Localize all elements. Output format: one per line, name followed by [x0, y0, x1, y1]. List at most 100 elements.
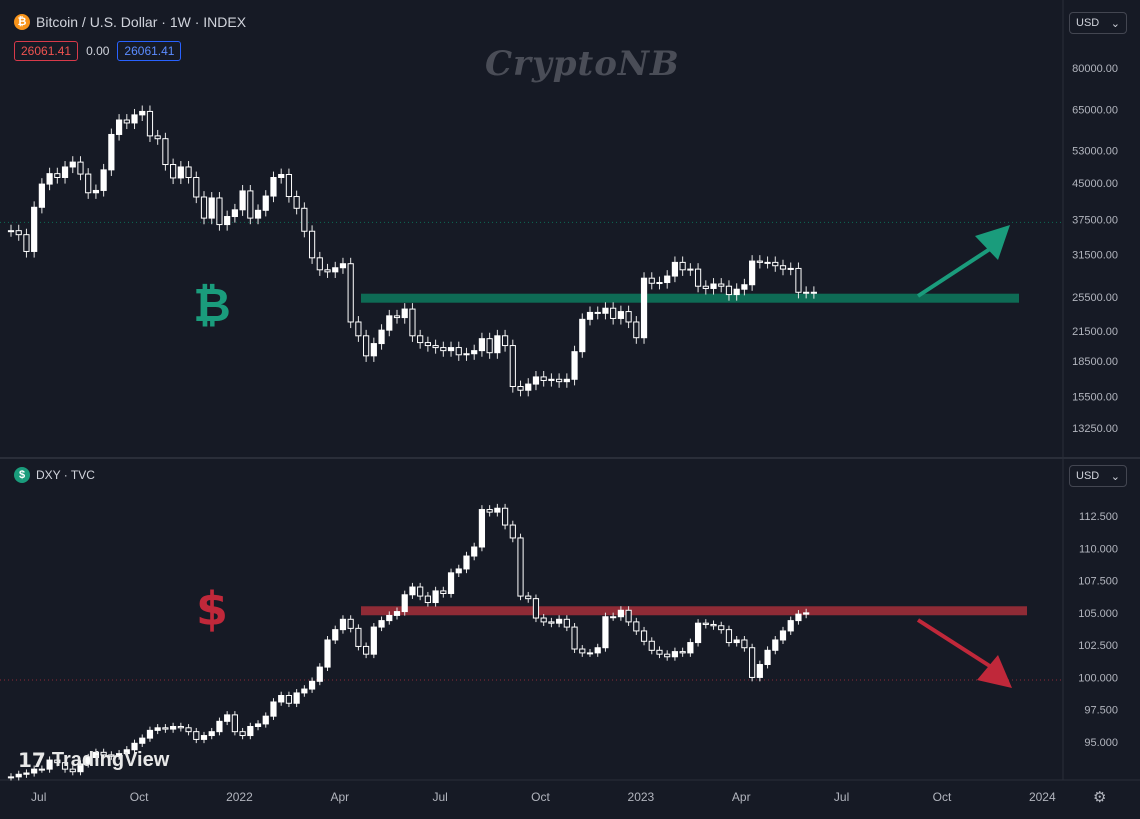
candle	[532, 594, 540, 623]
candle	[239, 727, 246, 740]
candle	[795, 262, 802, 299]
candle	[285, 691, 293, 708]
arrow-down-head	[977, 655, 1012, 688]
y-tick-label: 100.000	[1078, 672, 1118, 684]
tradingview-text: TradingView	[51, 749, 170, 771]
candle	[424, 336, 431, 352]
candle	[363, 329, 370, 362]
candle	[509, 520, 516, 543]
candle	[447, 568, 455, 598]
btc-value-change: 0.00	[86, 44, 110, 58]
currency-select-bottom[interactable]: USD ⌄	[1069, 465, 1127, 487]
candle	[324, 635, 331, 672]
candle	[463, 551, 470, 574]
y-tick-label: 25500.00	[1072, 292, 1118, 304]
gear-icon[interactable]: ⚙	[1093, 789, 1107, 806]
candle	[324, 263, 331, 278]
candle	[664, 270, 671, 289]
candle	[648, 272, 655, 290]
candle	[69, 765, 76, 776]
candle	[216, 717, 223, 736]
candle	[92, 184, 100, 199]
candle	[687, 638, 694, 657]
candle	[170, 158, 177, 185]
candle	[23, 228, 30, 258]
candle	[301, 685, 308, 697]
candle	[455, 341, 462, 361]
candle	[115, 749, 123, 760]
candle	[254, 720, 262, 731]
candle	[787, 616, 794, 635]
btc-title: Bitcoin / U.S. Dollar · 1W · INDEX	[36, 14, 247, 30]
candle	[579, 645, 586, 657]
dollar-coin-icon: $	[14, 467, 30, 483]
x-tick-label: 2022	[226, 790, 253, 804]
candle	[278, 691, 285, 706]
candle	[671, 256, 679, 283]
currency-label: USD	[1076, 470, 1100, 482]
y-tick-label: 105.000	[1078, 608, 1118, 620]
candle	[254, 204, 262, 225]
candle	[532, 371, 540, 391]
candle	[594, 643, 601, 657]
currency-select-top[interactable]: USD ⌄	[1069, 12, 1127, 34]
x-tick-label: Apr	[732, 790, 751, 804]
y-tick-label: 18500.00	[1072, 356, 1118, 368]
candle	[154, 129, 161, 145]
candle	[224, 711, 231, 726]
candle	[764, 646, 771, 669]
candle	[339, 615, 347, 634]
candle	[224, 210, 231, 231]
x-tick-label: Jul	[31, 790, 46, 804]
btc-value-blue: 26061.41	[117, 41, 182, 61]
candle	[231, 711, 238, 736]
candle	[131, 108, 138, 130]
candle	[185, 161, 192, 184]
candle	[702, 280, 709, 295]
chevron-down-icon: ⌄	[1110, 470, 1120, 483]
candle	[494, 503, 501, 517]
candle	[355, 316, 362, 342]
candle	[749, 643, 756, 682]
candle	[625, 606, 632, 626]
candle	[270, 698, 277, 720]
candle	[471, 344, 478, 360]
candle	[594, 306, 601, 320]
candle	[131, 739, 138, 754]
candle	[193, 171, 200, 204]
candle	[108, 751, 115, 760]
candle	[710, 278, 717, 295]
candle	[687, 263, 694, 276]
candle	[478, 505, 486, 552]
candle	[733, 283, 740, 301]
candle	[417, 329, 424, 349]
candle	[764, 256, 771, 269]
candle	[602, 302, 609, 320]
tradingview-icon: 𝟭𝟳	[18, 750, 46, 772]
candle	[216, 192, 223, 231]
x-tick-label: 2023	[628, 790, 655, 804]
candle	[517, 380, 524, 397]
candle	[31, 201, 38, 258]
candle	[316, 663, 323, 686]
dollar-symbol: $	[196, 582, 228, 636]
candle	[193, 727, 200, 744]
candle	[332, 261, 339, 278]
candle	[525, 591, 532, 603]
candle	[548, 617, 555, 628]
candle	[285, 168, 293, 203]
candle	[31, 765, 38, 777]
candle	[772, 256, 779, 272]
candle	[308, 225, 316, 264]
candle	[494, 329, 501, 359]
candle	[100, 163, 107, 197]
candle	[447, 341, 455, 357]
candle	[378, 324, 385, 350]
y-tick-label: 112.500	[1079, 511, 1118, 523]
candle	[602, 612, 609, 652]
candle	[718, 621, 725, 634]
candle	[540, 613, 547, 626]
candle	[200, 191, 208, 225]
y-tick-label: 95.000	[1084, 737, 1118, 749]
